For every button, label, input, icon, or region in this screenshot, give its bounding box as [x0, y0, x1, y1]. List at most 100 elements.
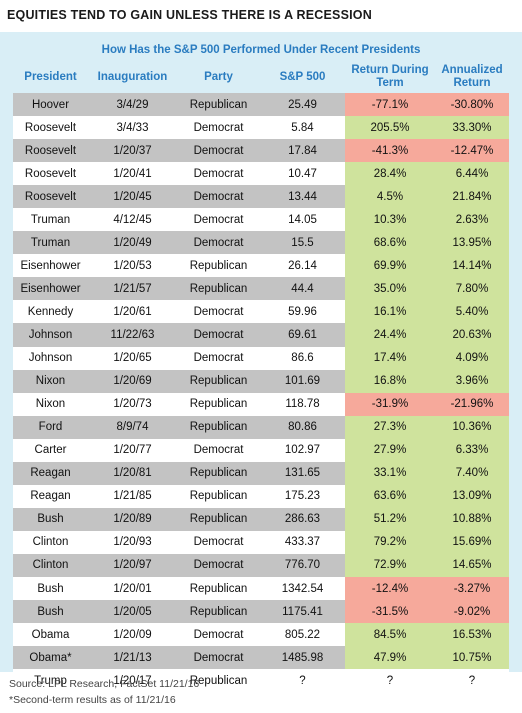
cell-inauguration: 1/20/65 — [113, 352, 152, 365]
cell-inauguration: 1/20/09 — [113, 628, 152, 641]
cell-sp500: 776.70 — [284, 559, 321, 572]
cell-president: Eisenhower — [20, 259, 81, 272]
cell-party: Democrat — [193, 628, 244, 641]
cell-return-during-term: -77.1% — [345, 93, 435, 117]
table-row: Bush 1/20/89 Republican 286.63 51.2% 10.88% — [13, 507, 509, 531]
cell-annualized-return: 13.09% — [435, 484, 509, 508]
cell-president: Nixon — [35, 375, 66, 388]
cell-return-during-term: 17.4% — [345, 346, 435, 370]
cell-inauguration: 1/20/93 — [113, 536, 152, 549]
header-party: Party — [204, 70, 233, 83]
cell-annualized-return: 6.33% — [435, 438, 509, 462]
table-row: Truman 1/20/49 Democrat 15.5 68.6% 13.95% — [13, 231, 509, 255]
table-row: Kennedy 1/20/61 Democrat 59.96 16.1% 5.40% — [13, 300, 509, 324]
cell-inauguration: 1/20/53 — [113, 259, 152, 272]
table-row: Trump 1/20/17 Republican??? — [13, 669, 509, 693]
header-return-during-term: Return During Term — [345, 64, 435, 90]
header-annualized-line1: Annualized — [441, 64, 503, 76]
page-title: EQUITIES TEND TO GAIN UNLESS THERE IS A … — [7, 8, 372, 22]
cell-annualized-return: 3.96% — [435, 369, 509, 393]
cell-annualized-return: 10.36% — [435, 415, 509, 439]
cell-return-during-term: 63.6% — [345, 484, 435, 508]
table-row: Clinton 1/20/93 Democrat 433.37 79.2% 15.69% — [13, 530, 509, 554]
cell-annualized-return: 20.63% — [435, 323, 509, 347]
cell-annualized-return: 6.44% — [435, 162, 509, 186]
cell-return-during-term: 33.1% — [345, 461, 435, 485]
cell-annualized-return: 4.09% — [435, 346, 509, 370]
cell-return-during-term: -31.5% — [345, 600, 435, 624]
cell-annualized-return: 15.69% — [435, 530, 509, 554]
cell-return-during-term: 35.0% — [345, 277, 435, 301]
cell-president: Carter — [34, 444, 67, 457]
cell-return-during-term: 16.1% — [345, 300, 435, 324]
cell-party: Republican — [189, 375, 248, 388]
cell-sp500: 59.96 — [288, 305, 317, 318]
cell-sp500: 433.37 — [284, 536, 321, 549]
header-annualized-return: Annualized Return — [435, 64, 509, 90]
cell-party: Republican — [189, 605, 248, 618]
cell-party: Republican — [189, 98, 248, 111]
cell-annualized-return: -21.96% — [435, 392, 509, 416]
cell-return-during-term: 47.9% — [345, 646, 435, 670]
cell-return-during-term: 205.5% — [345, 116, 435, 140]
cell-sp500: 1485.98 — [281, 651, 324, 664]
cell-president: Johnson — [28, 328, 73, 341]
cell-president: Bush — [37, 513, 64, 526]
cell-party: Democrat — [193, 536, 244, 549]
cell-return-during-term: 68.6% — [345, 231, 435, 255]
cell-inauguration: 1/20/01 — [113, 582, 152, 595]
cell-annualized-return: 2.63% — [435, 208, 509, 232]
cell-party: Democrat — [193, 559, 244, 572]
footnote: *Second-term results as of 11/21/16 — [9, 694, 176, 706]
cell-party: Democrat — [193, 305, 244, 318]
source-note: Source: LPL Research, FactSet 11/21/16 — [9, 678, 200, 690]
cell-sp500: 101.69 — [284, 375, 321, 388]
cell-annualized-return: 10.88% — [435, 507, 509, 531]
cell-inauguration: 1/20/05 — [113, 605, 152, 618]
header-sp500: S&P 500 — [279, 70, 326, 83]
cell-return-during-term: 27.3% — [345, 415, 435, 439]
cell-party: Republican — [189, 421, 248, 434]
cell-sp500: 44.4 — [291, 282, 314, 295]
cell-sp500: 13.44 — [288, 190, 317, 203]
cell-inauguration: 1/20/45 — [113, 190, 152, 203]
cell-party: Republican — [189, 582, 248, 595]
cell-president: Roosevelt — [24, 167, 77, 180]
table-row: Obama 1/20/09 Democrat 805.22 84.5% 16.53% — [13, 623, 509, 647]
cell-sp500: 80.86 — [288, 421, 317, 434]
cell-annualized-return: 14.14% — [435, 254, 509, 278]
cell-party: Democrat — [193, 121, 244, 134]
cell-inauguration: 1/20/61 — [113, 305, 152, 318]
cell-annualized-return: 10.75% — [435, 646, 509, 670]
cell-sp500: 10.47 — [288, 167, 317, 180]
cell-party: Democrat — [193, 144, 244, 157]
cell-party: Democrat — [193, 328, 244, 341]
cell-inauguration: 1/20/69 — [113, 375, 152, 388]
header-return-line1: Return During — [351, 64, 429, 76]
cell-annualized-return: 13.95% — [435, 231, 509, 255]
cell-return-during-term: 69.9% — [345, 254, 435, 278]
cell-return-during-term: 10.3% — [345, 208, 435, 232]
cell-return-during-term: 24.4% — [345, 323, 435, 347]
header-return-line2: Term — [376, 77, 404, 89]
cell-sp500: 5.84 — [291, 121, 314, 134]
cell-president: Reagan — [30, 467, 71, 480]
cell-return-during-term: -41.3% — [345, 139, 435, 163]
cell-president: Trump — [34, 674, 67, 687]
header-president: President — [24, 70, 77, 83]
cell-party: Republican — [189, 398, 248, 411]
cell-inauguration: 1/21/13 — [113, 651, 152, 664]
cell-president: Truman — [30, 213, 71, 226]
cell-party: Republican — [189, 467, 248, 480]
cell-annualized-return: ? — [468, 674, 476, 687]
cell-party: Democrat — [193, 167, 244, 180]
cell-return-during-term: 4.5% — [345, 185, 435, 209]
cell-sp500: 286.63 — [284, 513, 321, 526]
cell-sp500: 102.97 — [284, 444, 321, 457]
cell-party: Democrat — [193, 236, 244, 249]
cell-return-during-term: -12.4% — [345, 576, 435, 601]
cell-president: Obama — [31, 628, 70, 641]
cell-sp500: 131.65 — [284, 467, 321, 480]
cell-return-during-term: ? — [386, 674, 394, 687]
cell-sp500: 14.05 — [288, 213, 317, 226]
